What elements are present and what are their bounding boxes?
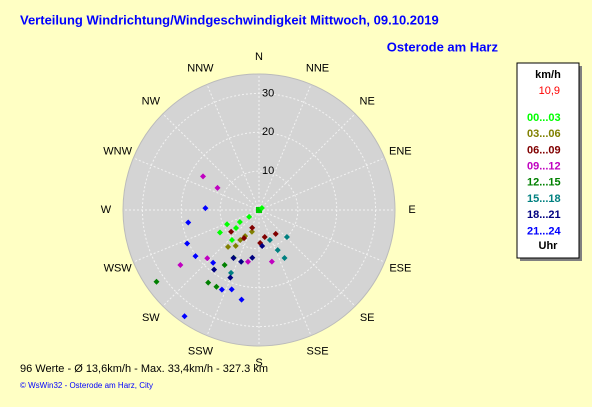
legend-entry: 21...24 (527, 225, 562, 237)
current-speed: 10,9 (539, 85, 560, 97)
spoke (258, 209, 356, 307)
direction-label: NNE (306, 63, 329, 75)
direction-label: N (255, 51, 263, 63)
credit: © WsWin32 - Osterode am Harz, City (20, 381, 153, 390)
spoke (258, 113, 356, 211)
legend-entry: 00...03 (527, 112, 561, 124)
direction-label: SSE (307, 345, 329, 357)
point (283, 233, 290, 240)
point (246, 213, 253, 220)
point (228, 286, 235, 293)
legend-footer: Uhr (539, 240, 559, 252)
point (204, 255, 211, 262)
point (211, 266, 218, 273)
point (205, 279, 212, 286)
chart-subtitle: Osterode am Harz (387, 39, 499, 54)
r-tick-label: 20 (262, 126, 274, 138)
legend-entry: 12...15 (527, 177, 561, 189)
legend-title: km/h (535, 69, 561, 81)
point (249, 224, 256, 231)
r-tick-label: 30 (262, 87, 274, 99)
direction-label: ENE (389, 145, 412, 157)
point (228, 237, 235, 244)
point (249, 254, 256, 261)
point (218, 286, 225, 293)
point (153, 278, 160, 285)
direction-label: WNW (103, 145, 132, 157)
point (210, 259, 217, 266)
grid-ring (180, 131, 338, 289)
r-tick-label: 10 (262, 165, 274, 177)
point (238, 258, 245, 265)
point (232, 242, 239, 249)
grid-ring (219, 170, 299, 250)
spoke (258, 209, 312, 336)
point (214, 184, 221, 191)
grid-ring (141, 92, 377, 328)
point (268, 258, 275, 265)
point (227, 274, 234, 281)
direction-label: NE (360, 96, 375, 108)
center-mark (256, 207, 262, 213)
point (224, 221, 231, 228)
direction-label: SE (360, 312, 375, 324)
point (236, 218, 243, 225)
legend-entry: 06...09 (527, 144, 561, 156)
point (216, 229, 223, 236)
spoke (162, 113, 260, 211)
legend-entry: 18...21 (527, 209, 561, 221)
point (238, 296, 245, 303)
point (233, 224, 240, 231)
direction-label: NNW (187, 63, 214, 75)
direction-label: SSW (188, 345, 214, 357)
point (228, 228, 235, 235)
spoke (133, 209, 260, 263)
footer: 96 Werte - Ø 13,6km/h - Max. 33,4km/h - … (20, 363, 268, 375)
point (266, 236, 273, 243)
point (225, 243, 232, 250)
point (202, 205, 209, 212)
point (272, 230, 279, 237)
point (245, 258, 252, 265)
legend-entry: 09...12 (527, 161, 561, 173)
point (241, 235, 248, 242)
point (213, 283, 220, 290)
point (200, 173, 207, 180)
point (221, 262, 228, 269)
point (281, 255, 288, 262)
spoke (258, 209, 385, 263)
legend-entry: 03...06 (527, 128, 561, 140)
point (184, 240, 191, 247)
point (261, 233, 268, 240)
spoke (206, 84, 260, 211)
direction-label: S (255, 357, 262, 369)
point (259, 242, 266, 249)
direction-label: WSW (104, 262, 133, 274)
direction-label: ESE (389, 262, 411, 274)
point (248, 228, 255, 235)
point (192, 253, 199, 260)
spoke (258, 84, 312, 211)
point (181, 313, 188, 320)
legend-entry: 15...18 (527, 193, 561, 205)
spoke (258, 157, 385, 211)
point (177, 262, 184, 269)
point (258, 205, 265, 212)
chart-title: Verteilung Windrichtung/Windgeschwindigk… (20, 12, 439, 27)
point (274, 247, 281, 254)
point (185, 219, 192, 226)
direction-label: W (101, 204, 112, 216)
spoke (133, 157, 260, 211)
point (230, 255, 237, 262)
point (228, 269, 235, 276)
legend-box (516, 62, 580, 259)
direction-label: E (408, 204, 415, 216)
direction-label: SW (142, 312, 160, 324)
direction-label: NW (142, 96, 161, 108)
spoke (162, 209, 260, 307)
